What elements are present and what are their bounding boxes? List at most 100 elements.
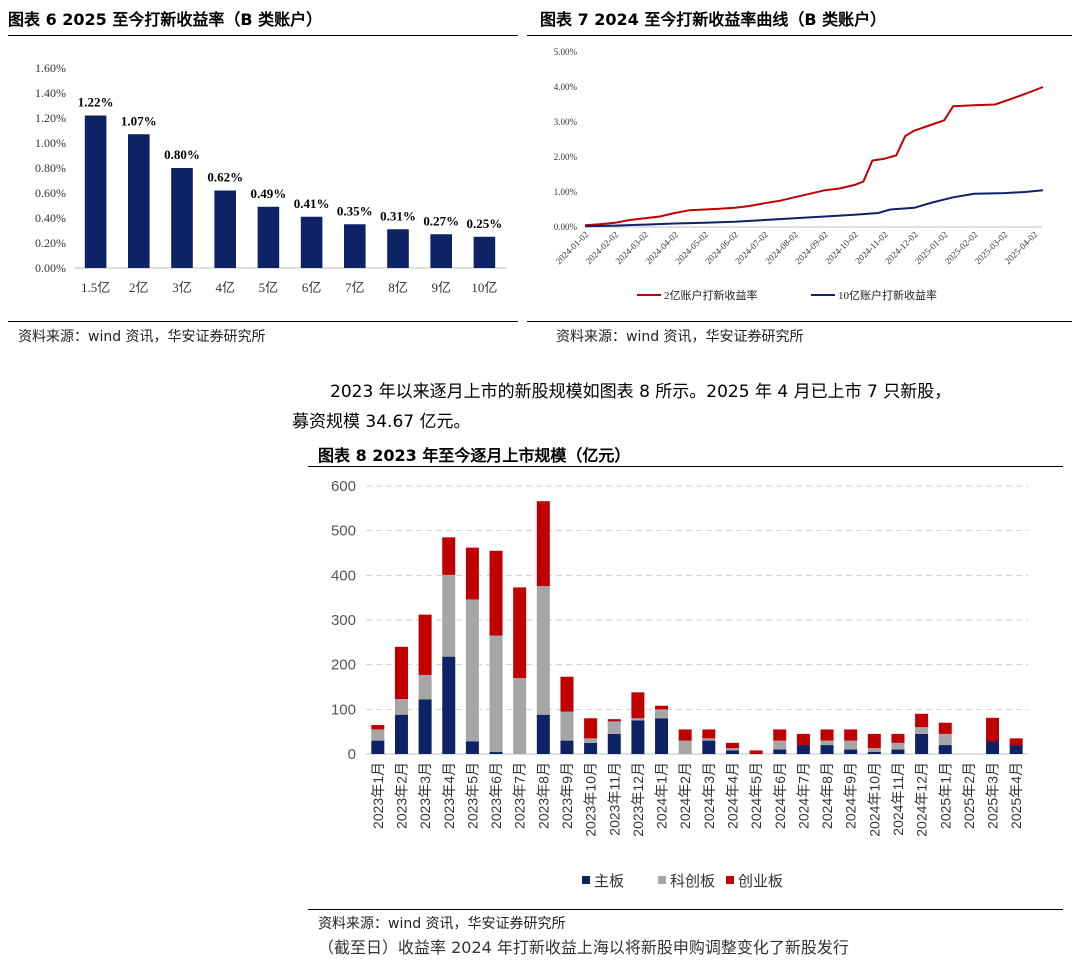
- bar-segment: [844, 740, 858, 750]
- figure-7-line-chart: 0.00%1.00%2.00%3.00%4.00%5.00%2024-01-02…: [554, 47, 1044, 302]
- figure-6-top-rule: [8, 35, 518, 36]
- x-tick-label: 2025-04-02: [1003, 229, 1040, 266]
- figure-7-source: 资料来源：wind 资讯，华安证券研究所: [556, 329, 804, 345]
- bar-segment: [536, 501, 550, 587]
- figure-6-source: 资料来源：wind 资讯，华安证券研究所: [18, 329, 266, 345]
- legend-label: 科创板: [670, 872, 715, 890]
- legend-label: 10亿账户打新收益率: [838, 288, 937, 302]
- bar-segment: [986, 741, 1000, 754]
- bar-segment: [560, 711, 574, 741]
- bar-segment: [418, 614, 432, 675]
- bar-segment: [773, 729, 787, 741]
- figure-8-bottom-rule: [308, 909, 1063, 910]
- x-tick-label: 8亿: [388, 280, 408, 295]
- bar-segment: [820, 729, 834, 741]
- bar-segment: [725, 750, 739, 754]
- y-tick-label: 600: [331, 478, 356, 495]
- bar-segment: [418, 699, 432, 754]
- x-tick-label: 2023年9月: [559, 762, 575, 829]
- y-tick-label: 0.00%: [554, 222, 578, 232]
- x-tick-label: 10亿: [471, 280, 497, 295]
- figure-7-bottom-rule: [527, 321, 1072, 322]
- bar-segment: [394, 646, 408, 700]
- y-tick-label: 500: [331, 523, 356, 540]
- y-tick-label: 1.00%: [554, 187, 578, 197]
- legend-label: 2亿账户打新收益率: [664, 288, 758, 302]
- x-tick-label: 5亿: [259, 280, 279, 295]
- bar-segment: [371, 740, 385, 754]
- bar-segment: [631, 718, 645, 721]
- x-tick-label: 2024年4月: [724, 762, 740, 829]
- x-tick-label: 2023年3月: [417, 762, 433, 829]
- bar-segment: [915, 713, 929, 728]
- figure-8-source: 资料来源：wind 资讯，华安证券研究所: [318, 916, 566, 932]
- x-tick-label: 7亿: [345, 280, 365, 295]
- bar: [300, 216, 323, 268]
- bar-segment: [915, 733, 929, 754]
- bar-segment: [773, 740, 787, 750]
- bar: [214, 190, 236, 268]
- figure-7-top-rule: [527, 35, 1072, 36]
- bar-segment: [915, 727, 929, 734]
- data-label: 0.27%: [423, 213, 459, 228]
- bar-segment: [465, 741, 479, 754]
- data-label: 0.49%: [251, 186, 287, 201]
- bar-segment: [536, 586, 550, 715]
- y-tick-label: 0.60%: [35, 186, 66, 200]
- x-tick-label: 2023年5月: [464, 762, 480, 829]
- x-tick-label: 2023年1月: [370, 762, 386, 829]
- data-label: 0.80%: [164, 147, 200, 162]
- legend-label: 主板: [594, 872, 624, 890]
- y-tick-label: 0: [348, 746, 356, 763]
- bar-segment: [655, 709, 669, 719]
- bar-segment: [631, 720, 645, 754]
- legend-swatch: [726, 876, 734, 884]
- bar-segment: [442, 656, 456, 754]
- bar: [430, 234, 452, 268]
- x-tick-label: 1.5亿: [81, 280, 110, 295]
- bar-segment: [442, 574, 456, 657]
- y-tick-label: 1.00%: [35, 136, 66, 150]
- x-tick-label: 2024年5月: [748, 762, 764, 829]
- y-tick-label: 300: [331, 612, 356, 629]
- y-tick-label: 0.40%: [35, 211, 66, 225]
- bar: [171, 168, 193, 268]
- bar-segment: [796, 733, 810, 746]
- bar-segment: [394, 699, 408, 715]
- bar-segment: [796, 745, 810, 754]
- bar-segment: [749, 750, 763, 754]
- bar-segment: [371, 724, 385, 730]
- bar-segment: [584, 718, 598, 739]
- x-tick-label: 4亿: [215, 280, 235, 295]
- bar-segment: [655, 718, 669, 754]
- data-label: 0.31%: [380, 208, 416, 223]
- x-tick-label: 2023年7月: [512, 762, 528, 829]
- bar-segment: [820, 745, 834, 754]
- bar-segment: [844, 729, 858, 741]
- bar-segment: [607, 721, 621, 734]
- bar-segment: [844, 749, 858, 754]
- y-tick-label: 0.20%: [35, 236, 66, 250]
- data-label: 0.41%: [294, 196, 330, 211]
- bar-segment: [678, 740, 692, 754]
- data-label: 0.25%: [467, 216, 503, 231]
- x-tick-label: 2024年12月: [914, 762, 930, 837]
- bar-segment: [513, 587, 527, 679]
- bar-segment: [891, 742, 905, 750]
- figure-6-bottom-rule: [8, 321, 518, 322]
- x-tick-label: 2024年7月: [795, 762, 811, 829]
- x-tick-label: 2024年8月: [819, 762, 835, 829]
- bar-segment: [986, 717, 1000, 742]
- x-tick-label: 2023年10月: [583, 762, 599, 837]
- bar-segment: [1009, 745, 1023, 754]
- bar-segment: [584, 738, 598, 743]
- bar-segment: [536, 714, 550, 754]
- bar-segment: [678, 729, 692, 741]
- data-label: 1.22%: [78, 95, 114, 110]
- x-tick-label: 2024年9月: [843, 762, 859, 829]
- bar-segment: [560, 676, 574, 712]
- y-tick-label: 1.20%: [35, 111, 66, 125]
- x-tick-label: 2024年6月: [772, 762, 788, 829]
- bar: [473, 236, 496, 268]
- x-tick-label: 3亿: [172, 280, 192, 295]
